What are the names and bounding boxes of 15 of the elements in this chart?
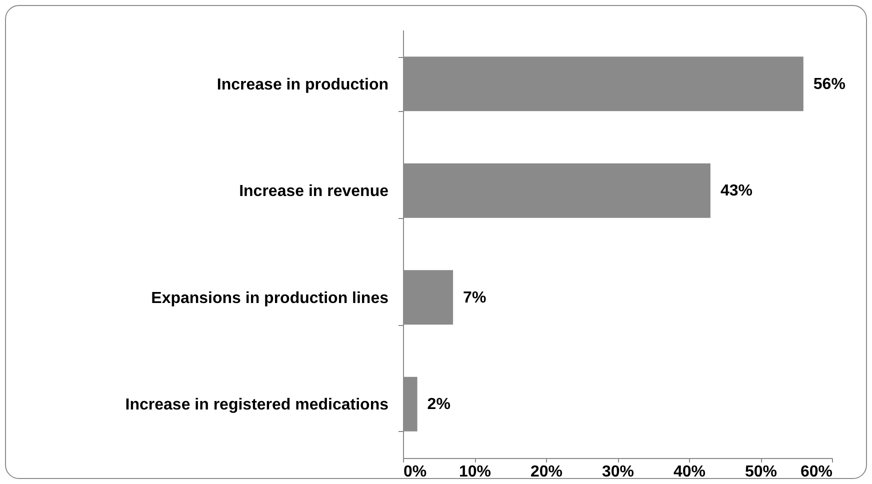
y-tick-label: Increase in production (216, 76, 388, 94)
x-tick-label: 40% (673, 464, 706, 480)
x-tick-label: 60% (800, 464, 832, 480)
y-tick-label: Increase in revenue (239, 183, 389, 200)
y-tick-label: Increase in registered medications (125, 396, 389, 414)
y-tick-label: Expansions in production lines (151, 290, 389, 307)
data-label: 7% (463, 289, 486, 306)
x-tick-label: 10% (458, 464, 492, 480)
data-label: 56% (813, 76, 846, 93)
x-tick-label: 0% (404, 464, 427, 480)
x-tick-label: 30% (602, 464, 634, 480)
data-label: 2% (427, 396, 450, 414)
x-tick-label: 50% (744, 464, 778, 480)
x-tick-label: 20% (530, 464, 563, 480)
data-label: 43% (720, 182, 752, 200)
